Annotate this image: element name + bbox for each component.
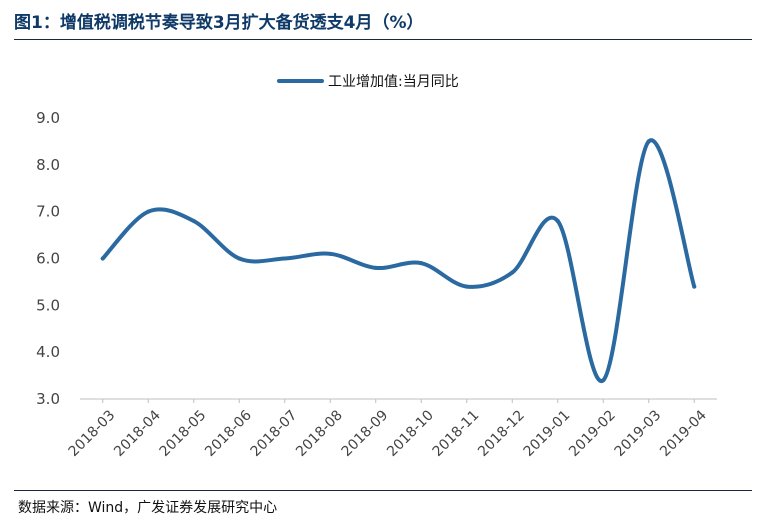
- y-axis: 3.0 4.0 5.0 6.0 7.0 8.0 9.0: [36, 109, 60, 408]
- data-point: [692, 284, 697, 289]
- legend: 工业增加值:当月同比: [277, 74, 459, 90]
- data-point: [373, 265, 378, 270]
- series-line: [100, 138, 697, 383]
- data-point: [464, 284, 469, 289]
- x-axis: 2018-032018-042018-052018-062018-072018-…: [66, 399, 710, 460]
- x-tick-label: 2019-02: [566, 407, 619, 460]
- x-tick-label: 2018-09: [339, 407, 392, 460]
- x-tick-label: 2018-07: [248, 407, 301, 460]
- y-tick-label: 5.0: [36, 296, 60, 314]
- title-divider: [14, 39, 752, 40]
- x-tick-label: 2018-08: [293, 407, 346, 460]
- data-point: [191, 219, 196, 224]
- x-tick-label: 2018-06: [202, 407, 255, 460]
- data-point: [282, 256, 287, 261]
- data-point: [419, 261, 424, 266]
- data-points: [100, 139, 697, 383]
- data-point: [100, 256, 105, 261]
- data-point: [555, 219, 560, 224]
- data-point: [328, 251, 333, 256]
- source-divider: [14, 490, 752, 491]
- source-note: 数据来源：Wind，广发证券发展研究中心: [18, 500, 278, 516]
- x-tick-label: 2018-03: [66, 407, 119, 460]
- y-tick-label: 9.0: [36, 109, 60, 127]
- data-point: [237, 256, 242, 261]
- x-tick-label: 2019-03: [612, 407, 665, 460]
- y-tick-label: 3.0: [36, 390, 60, 408]
- x-tick-label: 2019-04: [657, 407, 710, 460]
- data-point: [146, 209, 151, 214]
- x-tick-label: 2018-11: [430, 407, 483, 460]
- data-point: [601, 378, 606, 383]
- y-tick-label: 8.0: [36, 156, 60, 174]
- figure-title: 图1：增值税调税节奏导致3月扩大备货透支4月（%）: [14, 13, 424, 33]
- x-tick-label: 2019-01: [521, 407, 574, 460]
- data-point: [510, 270, 515, 275]
- y-tick-label: 4.0: [36, 343, 60, 361]
- legend-label: 工业增加值:当月同比: [328, 74, 459, 90]
- x-tick-label: 2018-04: [111, 407, 164, 460]
- y-tick-label: 6.0: [36, 250, 60, 268]
- data-point: [646, 139, 651, 144]
- x-tick-label: 2018-12: [475, 407, 528, 460]
- x-tick-label: 2018-10: [384, 407, 437, 460]
- y-tick-label: 7.0: [36, 203, 60, 221]
- x-tick-label: 2018-05: [157, 407, 210, 460]
